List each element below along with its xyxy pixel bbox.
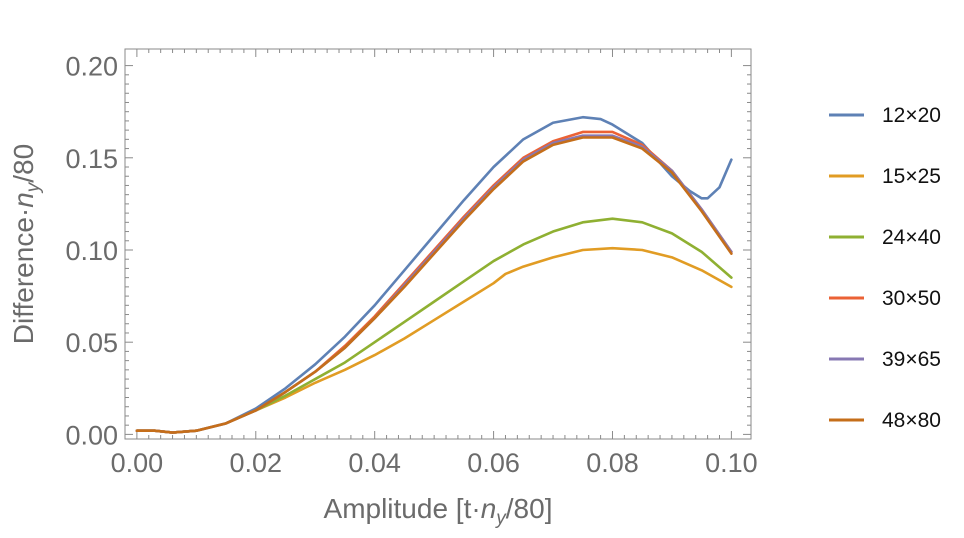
y-tick-label: 0.00: [65, 420, 118, 450]
legend-label: 12×20: [882, 104, 941, 127]
series-line-30×50: [135, 130, 733, 434]
y-tick-label: 0.20: [65, 52, 118, 82]
y-axis-label: Difference·ny/80: [8, 144, 44, 344]
legend-label: 30×50: [882, 287, 941, 310]
series-lines: [135, 115, 733, 434]
legend-label: 24×40: [882, 226, 941, 249]
y-tick-label: 0.10: [65, 236, 118, 266]
x-axis-label: Amplitude [t·ny/80]: [324, 493, 553, 529]
y-axis-ticks: 0.00 0.05 0.10 0.15 0.20: [65, 52, 751, 450]
x-tick-label: 0.04: [348, 448, 401, 478]
legend-label: 39×65: [882, 348, 941, 371]
legend-label: 15×25: [882, 165, 941, 188]
x-axis-ticks: 0.00 0.02 0.04 0.06 0.08 0.10: [111, 49, 758, 478]
legend: 12×20 15×25 24×40 30×50 39×65 48×80: [829, 104, 941, 432]
x-tick-label: 0.10: [705, 448, 758, 478]
plot-frame: [124, 48, 752, 440]
x-tick-label: 0.00: [111, 448, 164, 478]
y-tick-label: 0.05: [65, 328, 118, 358]
legend-label: 48×80: [882, 409, 941, 432]
series-line-48×80: [135, 136, 733, 434]
series-line-12×20: [135, 115, 733, 434]
series-line-15×25: [135, 246, 733, 434]
series-line-39×65: [135, 134, 733, 434]
y-tick-label: 0.15: [65, 144, 118, 174]
x-tick-label: 0.06: [467, 448, 520, 478]
x-tick-label: 0.08: [586, 448, 639, 478]
x-tick-label: 0.02: [230, 448, 283, 478]
